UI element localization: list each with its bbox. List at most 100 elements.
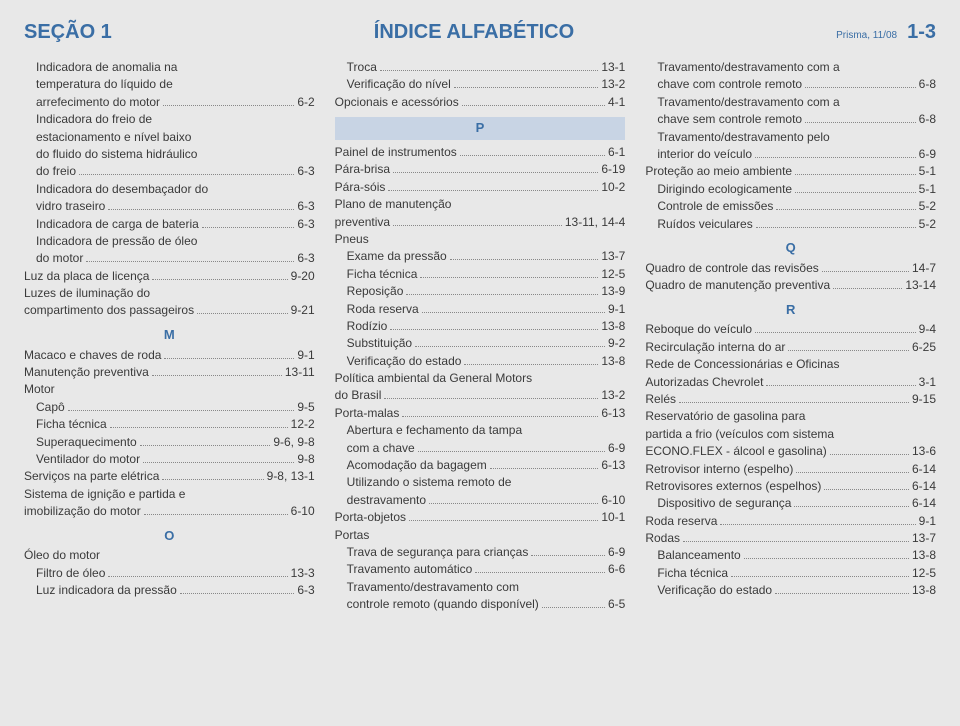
- index-entry: Opcionais e acessórios4-1: [335, 94, 626, 111]
- index-entry: Porta-malas6-13: [335, 405, 626, 422]
- index-entry: vidro traseiro6-3: [24, 198, 315, 215]
- index-entry: Sistema de ignição e partida e: [24, 486, 315, 503]
- index-entry: destravamento6-10: [335, 492, 626, 509]
- section-label: SEÇÃO 1: [24, 18, 112, 47]
- index-entry: Verificação do nível13-2: [335, 76, 626, 93]
- column-1: Indicadora de anomalia na temperatura do…: [24, 59, 315, 614]
- index-entry: Reservatório de gasolina para: [645, 408, 936, 425]
- index-entry: Política ambiental da General Motors: [335, 370, 626, 387]
- index-entry: Ventilador do motor9-8: [24, 451, 315, 468]
- index-entry: Indicadora do desembaçador do: [24, 181, 315, 198]
- index-entry: arrefecimento do motor6-2: [24, 94, 315, 111]
- index-entry: chave com controle remoto6-8: [645, 76, 936, 93]
- index-entry: com a chave6-9: [335, 440, 626, 457]
- index-entry: Dirigindo ecologicamente5-1: [645, 181, 936, 198]
- index-entry: Acomodação da bagagem6-13: [335, 457, 626, 474]
- index-group: Motor: [24, 381, 315, 398]
- index-columns: Indicadora de anomalia na temperatura do…: [24, 59, 936, 614]
- index-entry: do freio6-3: [24, 163, 315, 180]
- index-entry: Indicadora do freio de: [24, 111, 315, 128]
- page-title: ÍNDICE ALFABÉTICO: [374, 18, 574, 47]
- index-entry: Indicadora de pressão de óleo: [24, 233, 315, 250]
- index-entry: Roda reserva9-1: [645, 513, 936, 530]
- index-entry: Travamento automático6-6: [335, 561, 626, 578]
- index-entry: Controle de emissões5-2: [645, 198, 936, 215]
- index-entry: Abertura e fechamento da tampa: [335, 422, 626, 439]
- letter-heading-m: M: [24, 326, 315, 345]
- index-entry: Indicadora de carga de bateria6-3: [24, 216, 315, 233]
- index-entry: Superaquecimento9-6, 9-8: [24, 434, 315, 451]
- index-entry: chave sem controle remoto6-8: [645, 111, 936, 128]
- index-entry: Rodas13-7: [645, 530, 936, 547]
- index-entry: Porta-objetos10-1: [335, 509, 626, 526]
- letter-heading-q: Q: [645, 239, 936, 258]
- column-2: Troca13-1 Verificação do nível13-2 Opcio…: [335, 59, 626, 614]
- page-number: 1-3: [907, 18, 936, 47]
- index-entry: controle remoto (quando disponível)6-5: [335, 596, 626, 613]
- index-entry: Balanceamento13-8: [645, 547, 936, 564]
- index-entry: Reposição13-9: [335, 283, 626, 300]
- edition-label: Prisma, 11/08: [836, 29, 897, 44]
- index-entry: Travamento/destravamento com a: [645, 94, 936, 111]
- index-entry: temperatura do líquido de: [24, 76, 315, 93]
- index-entry: imobilização do motor6-10: [24, 503, 315, 520]
- index-entry: Luz da placa de licença9-20: [24, 268, 315, 285]
- index-entry: Luz indicadora da pressão6-3: [24, 582, 315, 599]
- index-entry: Reboque do veículo9-4: [645, 321, 936, 338]
- index-entry: Utilizando o sistema remoto de: [335, 474, 626, 491]
- index-entry: Retrovisor interno (espelho)6-14: [645, 461, 936, 478]
- index-entry: Pára-sóis10-2: [335, 179, 626, 196]
- index-entry: Quadro de manutenção preventiva13-14: [645, 277, 936, 294]
- index-entry: Pára-brisa6-19: [335, 161, 626, 178]
- index-entry: Quadro de controle das revisões14-7: [645, 260, 936, 277]
- index-entry: Travamento/destravamento pelo: [645, 129, 936, 146]
- index-group: Portas: [335, 527, 626, 544]
- index-entry: Capô9-5: [24, 399, 315, 416]
- index-entry: do motor6-3: [24, 250, 315, 267]
- index-entry: Travamento/destravamento com: [335, 579, 626, 596]
- index-entry: Macaco e chaves de roda9-1: [24, 347, 315, 364]
- index-entry: estacionamento e nível baixo: [24, 129, 315, 146]
- index-group: Óleo do motor: [24, 547, 315, 564]
- letter-heading-o: O: [24, 527, 315, 546]
- index-group: Pneus: [335, 231, 626, 248]
- index-entry: Ficha técnica12-5: [645, 565, 936, 582]
- index-entry: Substituição9-2: [335, 335, 626, 352]
- letter-heading-r: R: [645, 301, 936, 320]
- page-right-header: Prisma, 11/08 1-3: [836, 18, 936, 47]
- index-entry: Relés9-15: [645, 391, 936, 408]
- page-header: SEÇÃO 1 ÍNDICE ALFABÉTICO Prisma, 11/08 …: [24, 18, 936, 47]
- index-entry: Trava de segurança para crianças6-9: [335, 544, 626, 561]
- index-entry: Troca13-1: [335, 59, 626, 76]
- index-entry: do Brasil13-2: [335, 387, 626, 404]
- index-entry: do fluido do sistema hidráulico: [24, 146, 315, 163]
- index-entry: Ficha técnica12-2: [24, 416, 315, 433]
- index-entry: Verificação do estado13-8: [645, 582, 936, 599]
- index-entry: preventiva13-11, 14-4: [335, 214, 626, 231]
- index-entry: Exame da pressão13-7: [335, 248, 626, 265]
- index-entry: Retrovisores externos (espelhos)6-14: [645, 478, 936, 495]
- index-entry: Proteção ao meio ambiente5-1: [645, 163, 936, 180]
- column-3: Travamento/destravamento com a chave com…: [645, 59, 936, 614]
- index-entry: Filtro de óleo13-3: [24, 565, 315, 582]
- index-entry: Manutenção preventiva13-11: [24, 364, 315, 381]
- index-entry: Rodízio13-8: [335, 318, 626, 335]
- index-entry: partida a frio (veículos com sistema: [645, 426, 936, 443]
- index-entry: compartimento dos passageiros9-21: [24, 302, 315, 319]
- index-entry: Ficha técnica12-5: [335, 266, 626, 283]
- index-entry: Rede de Concessionárias e Oficinas: [645, 356, 936, 373]
- index-entry: Indicadora de anomalia na: [24, 59, 315, 76]
- index-entry: Recirculação interna do ar6-25: [645, 339, 936, 356]
- index-entry: Roda reserva9-1: [335, 301, 626, 318]
- index-entry: Painel de instrumentos6-1: [335, 144, 626, 161]
- letter-heading-p: P: [335, 117, 626, 140]
- index-entry: Dispositivo de segurança6-14: [645, 495, 936, 512]
- index-entry: Autorizadas Chevrolet3-1: [645, 374, 936, 391]
- index-entry: Ruídos veiculares5-2: [645, 216, 936, 233]
- index-entry: Travamento/destravamento com a: [645, 59, 936, 76]
- index-entry: Serviços na parte elétrica9-8, 13-1: [24, 468, 315, 485]
- index-entry: Verificação do estado13-8: [335, 353, 626, 370]
- index-entry: Plano de manutenção: [335, 196, 626, 213]
- index-entry: Luzes de iluminação do: [24, 285, 315, 302]
- index-entry: ECONO.FLEX - álcool e gasolina)13-6: [645, 443, 936, 460]
